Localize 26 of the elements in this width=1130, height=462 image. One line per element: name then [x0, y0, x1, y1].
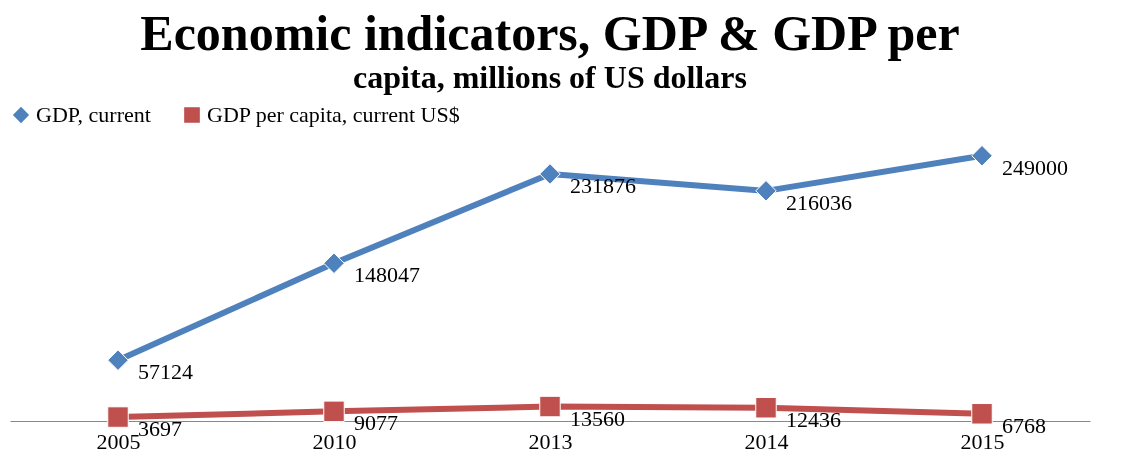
point [107, 349, 129, 371]
data-label: 12436 [786, 406, 841, 432]
data-label: 249000 [1002, 154, 1068, 180]
point [539, 395, 561, 418]
point [107, 406, 129, 428]
data-label: 13560 [570, 405, 625, 431]
chart-subtitle: capita, millions of US dollars [353, 59, 747, 95]
point [971, 144, 993, 167]
chart-title: Economic indicators, GDP & GDP per [140, 5, 960, 61]
point [755, 397, 777, 419]
x-tick-label: 2014 [744, 428, 789, 454]
data-label: 3697 [138, 416, 182, 442]
data-label: 9077 [354, 410, 398, 436]
point [323, 400, 345, 423]
point [755, 180, 777, 202]
x-tick-label: 2013 [528, 428, 573, 454]
data-label: 57124 [138, 359, 193, 385]
data-label: 6768 [1002, 412, 1046, 438]
point [539, 163, 561, 185]
data-label: 216036 [786, 189, 852, 215]
point [971, 403, 993, 425]
point [323, 252, 345, 275]
legend-label: GDP, current [36, 102, 151, 127]
legend-label: GDP per capita, current US$ [207, 102, 460, 127]
data-label: 231876 [570, 172, 636, 198]
data-label: 148047 [354, 262, 420, 288]
